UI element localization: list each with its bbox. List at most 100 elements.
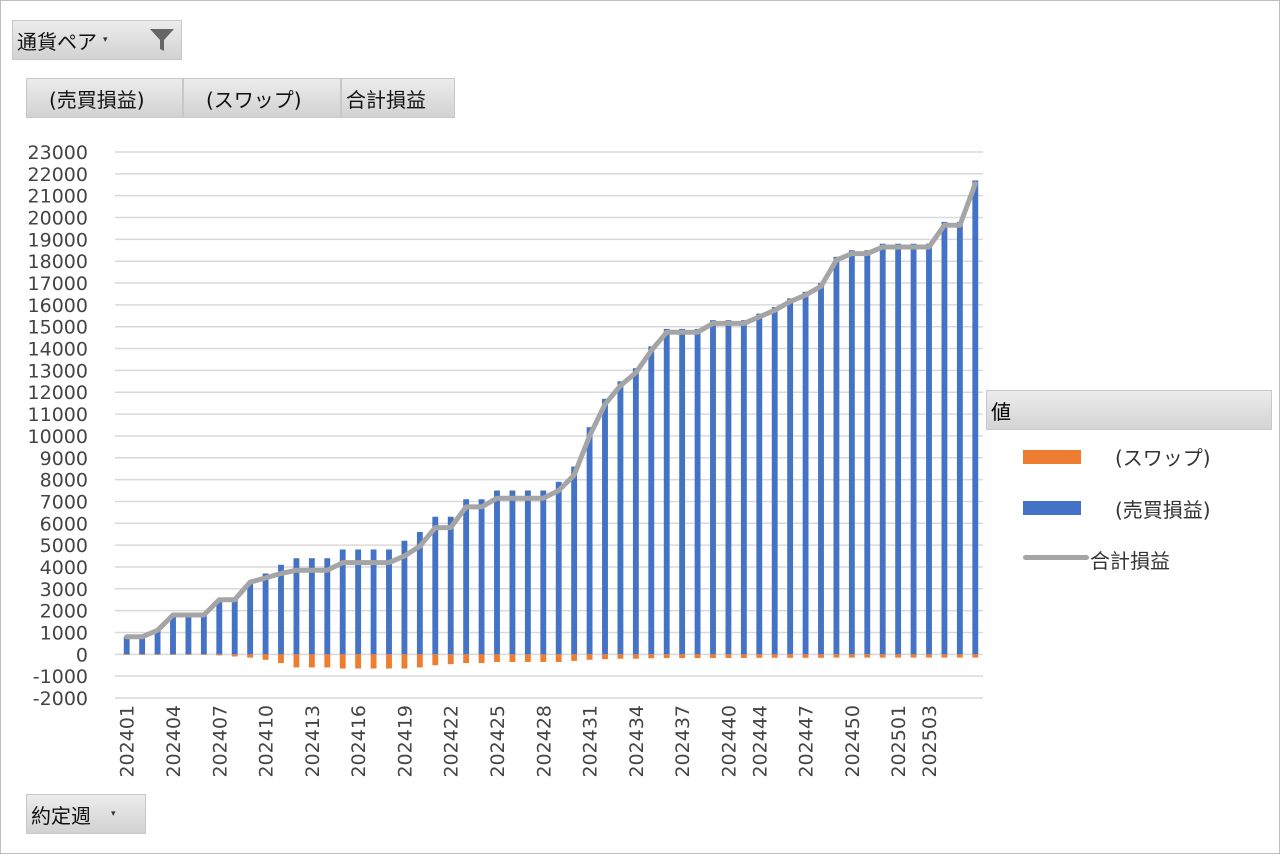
trade-bar [262, 573, 269, 655]
y-tick-label: 18000 [28, 251, 88, 273]
trade-bar [524, 490, 531, 655]
x-tick-label: 202431 [580, 705, 602, 778]
trade-bar [123, 636, 130, 655]
value-field-button-swap[interactable]: (スワップ) [183, 78, 341, 118]
swap-bar [139, 654, 146, 655]
filter-icon [150, 29, 174, 51]
swap-bar [185, 654, 192, 655]
y-tick-label: 8000 [40, 470, 88, 492]
total-line-path [124, 181, 978, 640]
trade-bar [416, 532, 423, 655]
swap-bar [848, 654, 855, 658]
axis-field-button[interactable]: 約定週 ▾ [26, 794, 146, 834]
swap-bar [432, 654, 439, 666]
swap-bar [571, 654, 578, 661]
swap-bar [771, 654, 778, 658]
swap-bar [756, 654, 763, 658]
y-tick-label: 3000 [40, 579, 88, 601]
trade-bar [370, 549, 377, 655]
trade-bar [355, 549, 362, 655]
trade-bar [740, 320, 747, 655]
y-tick-label: 5000 [40, 535, 88, 557]
swap-bar [540, 654, 547, 662]
y-tick-label: 21000 [28, 186, 88, 208]
swap-bar [123, 654, 130, 655]
x-tick-label: 202447 [796, 705, 818, 778]
y-tick-label: 4000 [40, 557, 88, 579]
filter-field-button[interactable]: 通貨ペア ▾ [12, 20, 182, 60]
swap-bar [308, 654, 315, 668]
swap-bar [339, 654, 346, 669]
value-field-label: (スワップ) [206, 87, 302, 112]
swap-bar [740, 654, 747, 659]
trade-bar [586, 427, 593, 655]
trade-bar [308, 558, 315, 655]
y-tick-label: 12000 [28, 382, 88, 404]
swap-bar [864, 654, 871, 658]
x-tick-label: 202444 [749, 705, 771, 778]
swap-bar [617, 654, 624, 659]
trade-bar [617, 381, 624, 655]
swap-bar [802, 654, 809, 658]
trade-bar [663, 328, 670, 655]
trade-bar [463, 499, 470, 655]
swap-bar [941, 654, 948, 658]
x-tick-label: 202413 [302, 705, 324, 778]
swap-bar [478, 654, 485, 664]
trade-bar [802, 291, 809, 655]
chevron-down-icon: ▾ [103, 35, 108, 45]
trade-bar [756, 313, 763, 655]
y-tick-label: 16000 [28, 295, 88, 317]
y-tick-label: 15000 [28, 317, 88, 339]
trade-bar [571, 466, 578, 655]
swap-bar [154, 654, 161, 655]
trade-bar [956, 221, 963, 655]
legend-item-trade: (売買損益) [1115, 498, 1211, 522]
swap-bar [910, 654, 917, 658]
swap-bar [956, 654, 963, 658]
swap-bar [386, 654, 392, 669]
trade-bar [926, 243, 932, 655]
trade-bar [771, 307, 778, 655]
swap-bar [632, 654, 639, 659]
trade-bar [478, 499, 485, 655]
x-tick-label: 202416 [348, 705, 370, 778]
y-tick-label: 13000 [28, 360, 88, 382]
trade-bar [216, 599, 223, 655]
swap-bar [170, 654, 176, 655]
y-tick-label: 20000 [28, 208, 88, 230]
swap-bar [447, 654, 454, 665]
trade-bar [540, 490, 547, 655]
swap-bar [355, 654, 362, 669]
legend-swatch-swap [1023, 450, 1081, 464]
trade-bar [339, 549, 346, 655]
swap-bar [278, 654, 284, 664]
y-tick-label: 22000 [28, 164, 88, 186]
swap-bar [370, 654, 377, 669]
value-field-label: (売買損益) [49, 87, 145, 112]
x-tick-label: 202434 [626, 705, 648, 778]
swap-bar [694, 654, 701, 659]
chevron-down-icon: ▾ [111, 809, 116, 819]
swap-bar [926, 654, 932, 658]
value-field-button-trade[interactable]: (売買損益) [26, 78, 183, 118]
swap-bar [200, 654, 207, 655]
value-field-button-total[interactable]: 合計損益 [341, 78, 455, 118]
swap-bar [293, 654, 300, 668]
x-tick-label: 202501 [888, 705, 910, 778]
trade-bar [818, 283, 824, 655]
x-tick-label: 202425 [487, 705, 509, 778]
trade-bar [848, 250, 855, 655]
y-tick-label: 1000 [40, 622, 88, 644]
y-tick-label: 9000 [40, 448, 88, 470]
x-tick-label: 202404 [163, 705, 185, 778]
y-tick-label: 11000 [28, 404, 88, 426]
axis-field-label: 約定週 [31, 803, 91, 828]
x-tick-label: 202440 [718, 705, 740, 778]
x-tick-label: 202428 [533, 705, 555, 778]
swap-bar [679, 654, 686, 659]
y-tick-label: 17000 [28, 273, 88, 295]
trade-bar [632, 368, 639, 655]
trade-bar [185, 615, 192, 655]
